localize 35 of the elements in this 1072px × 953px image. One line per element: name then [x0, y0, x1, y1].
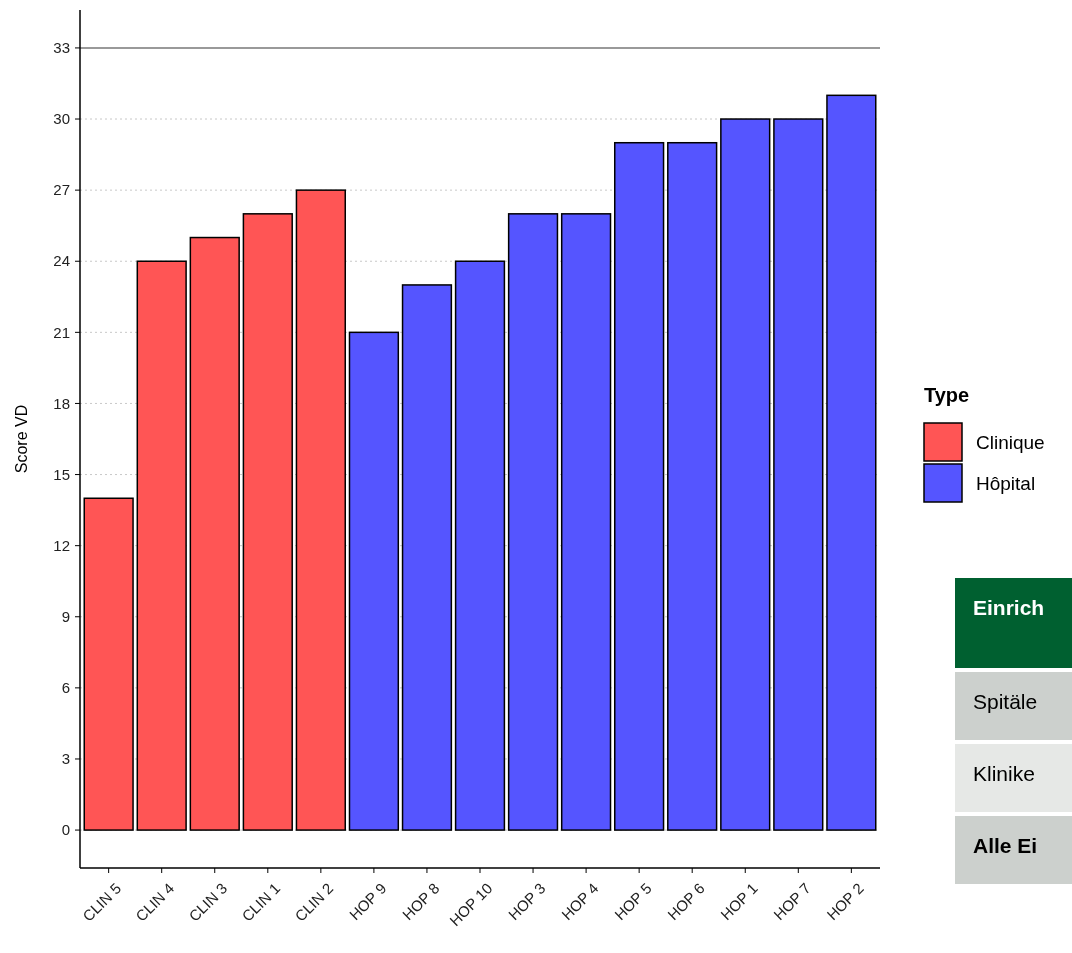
bar: [560, 213, 612, 831]
y-tick-label: 3: [61, 750, 70, 768]
y-tick-label: 30: [53, 110, 70, 128]
y-tick-label: 9: [61, 608, 70, 626]
bar: [826, 94, 877, 831]
text: Einrich: [973, 596, 1045, 620]
bar: [189, 236, 240, 831]
bar: [773, 118, 824, 831]
text: Spitäle: [973, 690, 1038, 714]
legend-label: Hôpital: [976, 472, 1036, 494]
legend-label: Clinique: [976, 431, 1045, 453]
y-tick-label: 27: [53, 181, 70, 199]
bar: [136, 260, 187, 831]
bar: [295, 189, 346, 831]
y-tick-label: 18: [53, 394, 70, 412]
bar: [83, 497, 134, 831]
bar: [454, 260, 506, 831]
text: Klinike: [973, 762, 1035, 786]
bar: [348, 331, 400, 831]
y-axis-title: Score VD: [13, 404, 30, 474]
y-tick-label: 6: [61, 679, 70, 697]
y-tick-label: 24: [53, 252, 70, 270]
bar: [242, 213, 293, 831]
bar: [401, 284, 453, 831]
bar: [507, 213, 559, 831]
bar: [667, 141, 718, 831]
bar: [720, 118, 771, 831]
bar: [614, 141, 665, 831]
y-tick-label: 33: [53, 39, 70, 57]
text: Alle Ei: [973, 834, 1038, 858]
legend-title: Type: [924, 384, 970, 406]
y-tick-label: 12: [53, 536, 70, 554]
y-tick-label: 0: [61, 821, 70, 839]
y-tick-label: 15: [53, 465, 70, 483]
y-tick-label: 21: [53, 323, 70, 341]
